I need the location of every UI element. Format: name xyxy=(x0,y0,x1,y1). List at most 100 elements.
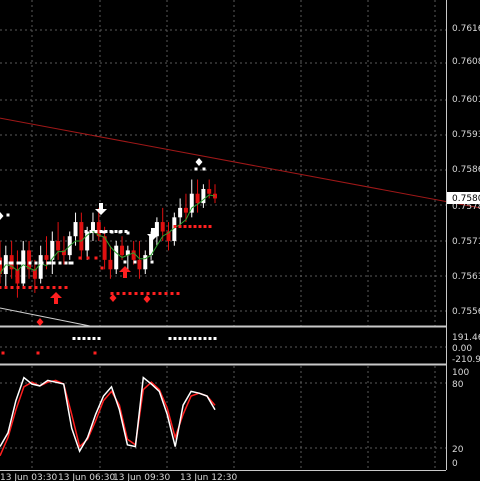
resistance-dot xyxy=(126,231,130,235)
stochastic-oscillator xyxy=(0,376,216,457)
arrow-down-signal-icon xyxy=(95,203,107,215)
candle-bull xyxy=(114,245,119,270)
histogram-dot xyxy=(173,337,177,340)
arrow-up-signal-icon xyxy=(50,292,62,304)
indicator2-tick-label: 20 xyxy=(452,445,464,455)
resistance-dot xyxy=(34,261,38,265)
resistance-dot xyxy=(48,261,52,265)
resistance-dot xyxy=(99,230,103,233)
candle-bear xyxy=(195,193,200,204)
support-dot xyxy=(134,292,138,295)
candle-bear xyxy=(120,245,125,256)
support-dot xyxy=(122,292,126,295)
support-dot xyxy=(140,292,144,295)
histogram-dot xyxy=(93,351,97,355)
support-dot xyxy=(4,286,8,289)
candle-bull xyxy=(85,231,90,251)
candle-bear xyxy=(61,250,66,256)
price-tick-label: 0.7571 xyxy=(452,237,480,247)
diamond-marker-icon xyxy=(36,318,44,326)
resistance-dot xyxy=(10,261,14,265)
candle-bear xyxy=(56,240,61,251)
resistance-dot xyxy=(0,261,2,265)
candle-bear xyxy=(0,257,2,275)
indicator1-axis: 191.464 0.00 -210.98 xyxy=(452,333,480,365)
support-dot xyxy=(40,286,44,289)
diamond-marker-icon xyxy=(0,212,4,220)
candle-bull xyxy=(73,222,78,237)
diamond-marker-icon xyxy=(143,295,151,303)
histogram-dot xyxy=(72,337,76,340)
histogram-dot xyxy=(178,337,182,340)
resistance-dot xyxy=(104,230,108,233)
candle-bear xyxy=(32,269,37,279)
support-dot xyxy=(152,292,156,295)
candle-bear xyxy=(183,207,188,213)
resistance-dot xyxy=(102,230,106,234)
resistance-dot xyxy=(6,213,10,217)
candle-bear xyxy=(160,222,165,232)
support-dot xyxy=(178,225,182,228)
resistance-dot xyxy=(22,261,26,265)
histogram-dot xyxy=(36,351,40,355)
candle-bear xyxy=(44,255,49,260)
support-dot xyxy=(158,292,162,295)
histogram-dot xyxy=(77,337,81,340)
histogram-dot xyxy=(208,337,212,340)
resistance-dot xyxy=(109,230,113,233)
support-dot xyxy=(10,286,14,289)
support-dot xyxy=(0,286,2,289)
candle-bull xyxy=(201,188,206,204)
resistance-dot xyxy=(38,261,42,265)
support-dot xyxy=(164,292,168,295)
resistance-dot xyxy=(133,260,137,264)
histogram-dot xyxy=(97,337,101,340)
resistance-dot xyxy=(64,261,68,265)
support-dot xyxy=(16,286,20,289)
support-dot xyxy=(28,286,32,289)
resistance-dot xyxy=(94,230,98,233)
histogram-dot xyxy=(193,337,197,340)
support-dot xyxy=(64,286,68,289)
support-dot xyxy=(183,225,187,228)
candle-bull xyxy=(90,222,95,232)
support-dot xyxy=(46,286,50,289)
resistance-dot xyxy=(84,230,88,233)
histogram-dot xyxy=(1,351,5,355)
time-axis: 13 Jun 03:30 13 Jun 06:30 13 Jun 09:30 1… xyxy=(0,473,237,481)
candle-bull xyxy=(149,236,154,256)
indicator2-pane-grid xyxy=(0,366,446,470)
price-tick-label: 0.7556 xyxy=(452,307,480,317)
arrow-down-signal-icon xyxy=(147,228,159,240)
candle-bear xyxy=(131,250,136,260)
histogram-dot xyxy=(82,337,86,340)
resistance-dot xyxy=(70,261,74,265)
resistance-dot xyxy=(28,261,32,265)
indicator1-dots xyxy=(1,337,217,355)
indicator1-tick-label: -210.98 xyxy=(452,355,480,365)
trendline xyxy=(0,117,480,209)
support-dot xyxy=(34,286,38,289)
price-tick-label: 0.7601 xyxy=(452,95,480,105)
main-pane-grid xyxy=(0,0,446,326)
resistance-dot xyxy=(8,261,12,265)
resistance-dot xyxy=(124,230,128,233)
resistance-dot xyxy=(68,261,72,265)
time-tick-label: 13 Jun 06:30 xyxy=(58,473,115,481)
time-tick-label: 13 Jun 03:30 xyxy=(0,473,57,481)
price-tick-label: 0.7593 xyxy=(452,130,480,140)
support-dot xyxy=(170,292,174,295)
support-dot xyxy=(22,286,26,289)
resistance-dot xyxy=(52,261,56,265)
price-tick-label: 0.7616 xyxy=(452,24,480,34)
candle-bear xyxy=(137,259,142,270)
resistance-dot xyxy=(194,167,198,171)
indicator1-tick-label: 191.464 xyxy=(452,333,480,343)
support-dot xyxy=(116,292,120,295)
candle-bull xyxy=(21,250,26,284)
time-tick-label: 13 Jun 09:30 xyxy=(113,473,170,481)
histogram-dot xyxy=(168,337,172,340)
support-dot xyxy=(198,225,202,228)
